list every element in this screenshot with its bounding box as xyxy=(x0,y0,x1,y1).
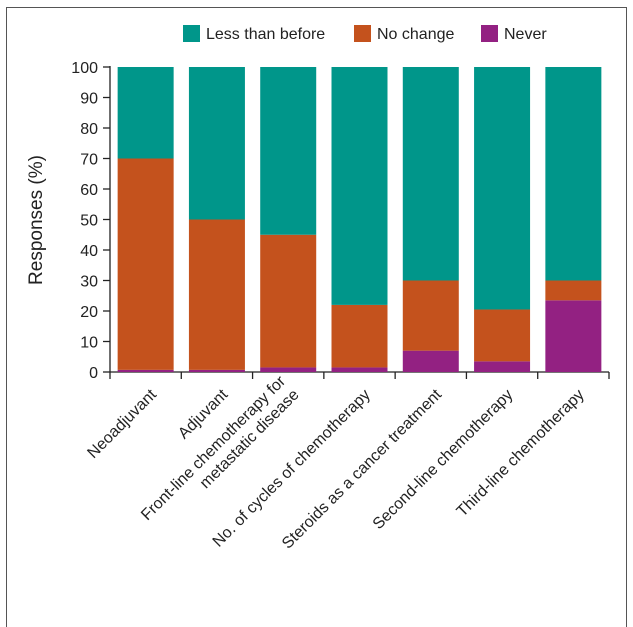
bar-segment-no-change xyxy=(402,280,459,351)
legend-swatch xyxy=(183,25,200,42)
bar-segment-no-change xyxy=(331,304,388,368)
legend-label: No change xyxy=(377,26,454,43)
y-tick-label: 70 xyxy=(80,152,98,169)
bar-segment-no-change xyxy=(260,234,317,368)
x-tick-label: Neoadjuvant xyxy=(84,386,160,462)
y-tick-label: 20 xyxy=(80,304,98,321)
bar-segment-never xyxy=(402,350,459,372)
bar-segment-never xyxy=(117,369,174,372)
y-tick-label: 60 xyxy=(80,182,98,199)
bar-segment-no-change xyxy=(117,158,174,370)
bar-segment-less-than-before xyxy=(188,67,245,220)
y-axis: 0 10 20 30 40 50 60 70 80 90 100 xyxy=(71,60,111,382)
y-tick-label: 0 xyxy=(89,365,98,382)
bar-segment-never xyxy=(260,367,317,372)
legend-swatch xyxy=(354,25,371,42)
x-tick-label-line: Neoadjuvant xyxy=(84,386,160,462)
y-tick-label: 30 xyxy=(80,274,98,291)
x-tick-label-line: Third-line chemotherapy xyxy=(454,386,588,520)
bar-segment-no-change xyxy=(188,219,245,370)
legend: Less than before No change Never xyxy=(183,25,547,43)
x-tick-label: Third-line chemotherapy xyxy=(454,386,588,520)
bar-segment-never xyxy=(331,367,388,372)
bar-segment-less-than-before xyxy=(117,67,174,159)
x-tick-label-line: No. of cycles of chemotherapy xyxy=(210,386,374,550)
bar-segment-less-than-before xyxy=(474,67,531,310)
y-tick-label: 80 xyxy=(80,121,98,138)
bar-segment-never xyxy=(474,361,531,372)
bar-segment-less-than-before xyxy=(402,67,459,281)
bar-segment-less-than-before xyxy=(331,67,388,305)
bars xyxy=(117,67,602,372)
legend-label: Less than before xyxy=(206,26,325,43)
x-tick-label-line: Second-line chemotherapy xyxy=(370,386,517,533)
x-tick-label: No. of cycles of chemotherapy xyxy=(210,386,374,550)
y-tick-label: 90 xyxy=(80,91,98,108)
bar-segment-less-than-before xyxy=(545,67,602,281)
chart-frame xyxy=(6,7,627,627)
y-tick-label: 100 xyxy=(71,60,98,77)
bar-segment-never xyxy=(188,369,245,372)
legend-swatch xyxy=(481,25,498,42)
y-axis-label: Responses (%) xyxy=(26,155,47,285)
y-tick-label: 40 xyxy=(80,243,98,260)
bar-segment-less-than-before xyxy=(260,67,317,235)
x-tick-label: Second-line chemotherapy xyxy=(370,386,517,533)
bar-segment-never xyxy=(545,300,602,372)
bar-segment-no-change xyxy=(545,280,602,301)
y-tick-label: 50 xyxy=(80,213,98,230)
legend-label: Never xyxy=(504,26,547,43)
bar-segment-no-change xyxy=(474,309,531,362)
x-axis xyxy=(109,371,610,379)
y-tick-label: 10 xyxy=(80,335,98,352)
